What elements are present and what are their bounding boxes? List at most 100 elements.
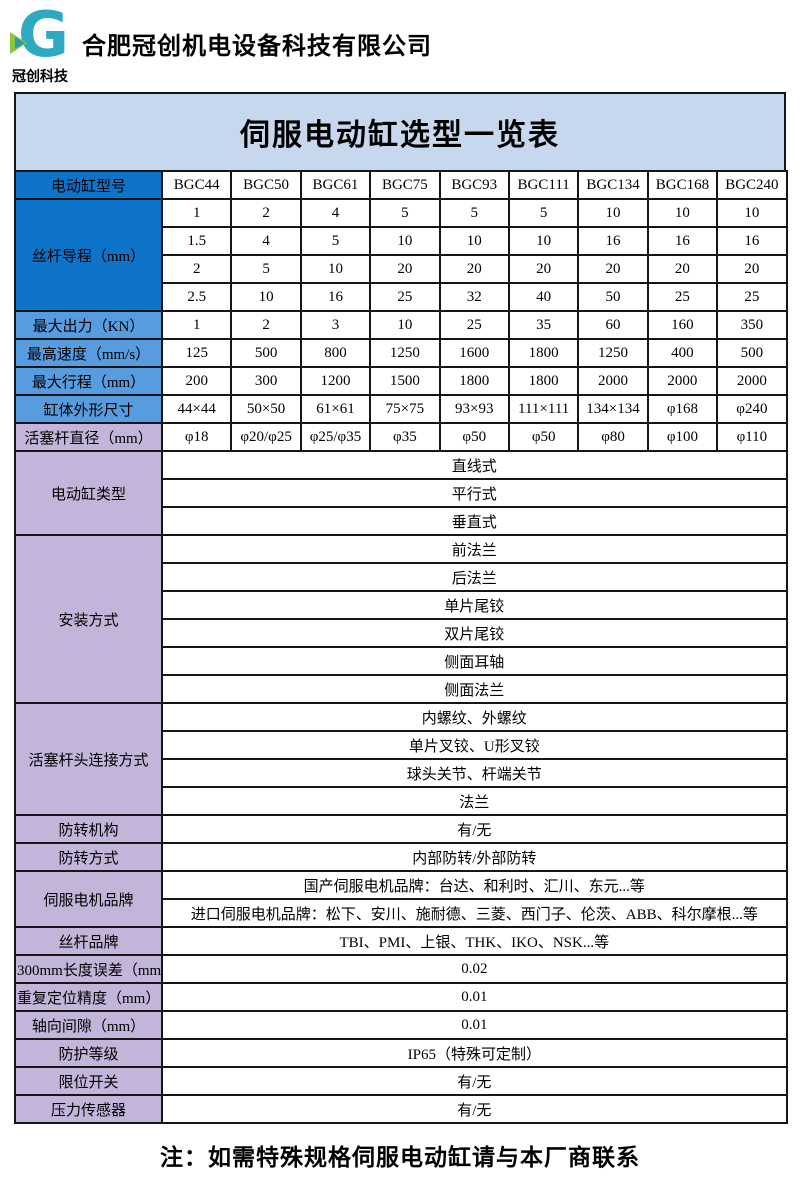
table-row: 丝杆导程（mm） 1 2 4 5 5 5 10 10 10	[14, 198, 788, 312]
table-row: 2.5 10 16 25 32 40 50 25 25	[15, 282, 788, 312]
selection-table: 电动缸型号 BGC44 BGC50 BGC61 BGC75 BGC93 BGC111 BGC1…	[14, 170, 788, 1124]
merged-value-cell: 有/无	[161, 814, 788, 844]
spec-cell: 16	[646, 226, 719, 256]
spec-cell: 5	[230, 254, 302, 284]
company-name: 合肥冠创机电设备科技有限公司	[82, 34, 432, 60]
merged-value-cell: 国产伺服电机品牌：台达、和利时、汇川、东元...等	[161, 870, 788, 900]
table-row: 平行式	[15, 478, 788, 508]
merged-value-cell: 有/无	[161, 1094, 788, 1124]
spec-cell: 2.5	[160, 282, 233, 312]
spec-cell: 1250	[577, 338, 649, 368]
table-row: 防护等级 IP65（特殊可定制）	[14, 1038, 788, 1068]
spec-cell: 75×75	[369, 394, 441, 424]
spec-cell: 10	[299, 254, 372, 284]
spec-cell: 50×50	[230, 394, 302, 424]
table-row: 单片叉铰、U形叉铰	[15, 730, 788, 760]
spec-cell: 400	[646, 338, 719, 368]
selection-table-body: 电动缸型号 BGC44 BGC50 BGC61 BGC75 BGC93 BGC111 BGC1…	[14, 170, 788, 1124]
table-row: 防转机构 有/无	[14, 814, 788, 844]
model-header-cell: BGC240	[716, 170, 788, 200]
table-row: 双片尾铰	[15, 618, 788, 648]
row-label: 丝杆品牌	[14, 926, 163, 956]
spec-cell: 20	[716, 254, 788, 284]
model-header-cell: BGC75	[369, 170, 441, 200]
row-label: 丝杆导程（mm）	[14, 198, 163, 312]
spec-cell: φ110	[716, 422, 788, 452]
spec-cell: 200	[160, 366, 233, 396]
spec-cell: 5	[438, 198, 510, 228]
spec-cell: 1800	[507, 338, 580, 368]
table-row: 缸体外形尺寸 44×44 50×50 61×61 75×75 93×93 111×111 13…	[14, 394, 788, 424]
play-triangle-inner-icon	[15, 37, 25, 49]
spec-cell: 20	[507, 254, 580, 284]
merged-value-cell: 双片尾铰	[161, 618, 788, 648]
spec-cell: 50	[577, 282, 649, 312]
spec-cell: 20	[646, 254, 719, 284]
merged-value-cell: 直线式	[161, 450, 788, 480]
table-row: 球头关节、杆端关节	[15, 758, 788, 788]
spec-cell: 10	[369, 310, 441, 340]
row-label: 防护等级	[14, 1038, 163, 1068]
row-label: 电动缸型号	[14, 170, 163, 200]
table-row: 电动缸型号 BGC44 BGC50 BGC61 BGC75 BGC93 BGC111 BGC1…	[14, 170, 788, 200]
merged-value-cell: 0.01	[161, 982, 788, 1012]
table-row: 300mm长度误差（mm） 0.02	[14, 954, 788, 984]
spec-cell: φ35	[369, 422, 441, 452]
row-label: 防转机构	[14, 814, 163, 844]
spec-cell: 1600	[438, 338, 510, 368]
spec-cell: 25	[716, 282, 788, 312]
merged-value-cell: 侧面耳轴	[161, 646, 788, 676]
spec-cell: 1200	[299, 366, 372, 396]
company-tagline: 冠创科技	[12, 70, 68, 85]
spec-cell: 5	[369, 198, 441, 228]
spec-cell: 4	[230, 226, 302, 256]
table-row: 重复定位精度（mm） 0.01	[14, 982, 788, 1012]
table-row: 1.5 4 5 10 10 10 16 16 16	[15, 226, 788, 256]
merged-value-cell: 内部防转/外部防转	[161, 842, 788, 872]
spec-cell: 35	[507, 310, 580, 340]
table-row: 防转方式 内部防转/外部防转	[14, 842, 788, 872]
spec-cell: 1800	[507, 366, 580, 396]
model-header-cell: BGC111	[507, 170, 580, 200]
spec-cell: 10	[507, 226, 580, 256]
merged-value-cell: 0.01	[161, 1010, 788, 1040]
spec-cell: φ168	[646, 394, 719, 424]
spec-cell: φ50	[507, 422, 580, 452]
table-row: 2 5 10 20 20 20 20 20 20	[15, 254, 788, 284]
spec-cell: 32	[438, 282, 510, 312]
row-label: 最大行程（mm）	[14, 366, 163, 396]
model-header-cell: BGC93	[438, 170, 510, 200]
spec-cell: 40	[507, 282, 580, 312]
row-label: 重复定位精度（mm）	[14, 982, 163, 1012]
spec-cell: φ25/φ35	[299, 422, 372, 452]
spec-cell: 25	[646, 282, 719, 312]
row-label: 防转方式	[14, 842, 163, 872]
merged-value-cell: 内螺纹、外螺纹	[161, 702, 788, 732]
spec-cell: 16	[299, 282, 372, 312]
spec-cell: 134×134	[577, 394, 649, 424]
table-row: 电动缸类型 直线式	[14, 450, 788, 536]
spec-cell: 5	[507, 198, 580, 228]
spec-cell: 4	[299, 198, 372, 228]
spec-cell: 20	[438, 254, 510, 284]
spec-cell: 3	[299, 310, 372, 340]
row-label: 安装方式	[14, 534, 163, 704]
table-row: 侧面法兰	[15, 674, 788, 704]
row-label: 限位开关	[14, 1066, 163, 1096]
model-header-cell: BGC44	[160, 170, 233, 200]
merged-value-cell: 侧面法兰	[161, 674, 788, 704]
spec-cell: 1	[160, 198, 233, 228]
spec-cell: 25	[369, 282, 441, 312]
spec-cell: 10	[716, 198, 788, 228]
table-row: 最大出力（KN） 1 2 3 10 25 35 60 160 350	[14, 310, 788, 340]
row-label: 电动缸类型	[14, 450, 163, 536]
row-label: 伺服电机品牌	[14, 870, 163, 928]
merged-value-cell: 单片尾铰	[161, 590, 788, 620]
row-label: 压力传感器	[14, 1094, 163, 1124]
spec-cell: 20	[577, 254, 649, 284]
spec-cell: φ18	[160, 422, 233, 452]
spec-cell: 300	[230, 366, 302, 396]
spec-cell: 93×93	[438, 394, 510, 424]
spec-cell: φ50	[438, 422, 510, 452]
spec-cell: 2000	[577, 366, 649, 396]
